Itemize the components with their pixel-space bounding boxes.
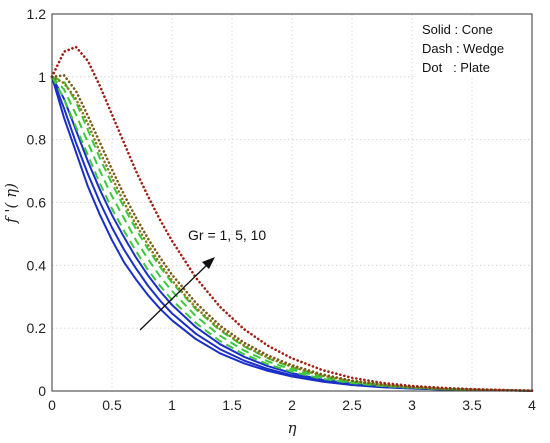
x-tick-label: 0 [48,397,56,413]
y-tick-label: 0.4 [27,257,47,273]
plot-frame [51,13,533,392]
y-tick-label: 1.2 [27,6,47,22]
y-tick-label: 1 [38,69,46,85]
annotation-arrow-line [139,261,211,331]
y-tick-label: 0.2 [27,320,47,336]
gr-annotation: Gr = 1, 5, 10 [139,227,266,331]
x-tick-label: 1.5 [222,397,242,413]
y-tick-labels: 0 0.2 0.4 0.6 0.8 1 1.2 [27,6,47,399]
x-tick-label: 3.5 [462,397,482,413]
annotation-text: Gr = 1, 5, 10 [188,227,266,243]
y-tick-label: 0.6 [27,195,47,211]
x-tick-labels: 0 0.5 1 1.5 2 2.5 3 3.5 4 [48,397,536,413]
x-tick-label: 2.5 [342,397,362,413]
x-axis-label: η [288,419,297,437]
series-line-dot-3 [50,45,534,392]
legend-entry-solid: Solid : Cone [422,22,493,37]
x-tick-label: 0.5 [102,397,122,413]
y-tick-label: 0 [38,383,46,399]
series-line-dash-3 [51,75,533,392]
x-tick-label: 4 [528,397,536,413]
legend-entry-dash: Dash : Wedge [422,41,504,56]
x-tick-label: 1 [168,397,176,413]
x-tick-label: 3 [408,397,416,413]
legend: Solid : Cone Dash : Wedge Dot : Plate [416,16,530,78]
legend-box [416,16,530,78]
y-axis-label: f '( η) [2,183,20,224]
x-tick-label: 2 [288,397,296,413]
y-tick-label: 0.8 [27,132,47,148]
annotation-arrowhead [202,257,215,269]
series-layer [50,45,534,392]
legend-entry-dot: Dot : Plate [422,60,490,75]
